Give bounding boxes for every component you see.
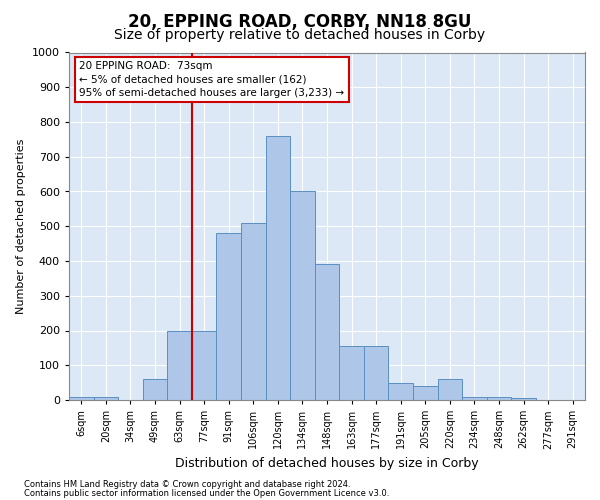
Bar — [388, 382, 413, 400]
Bar — [413, 386, 437, 400]
Bar — [143, 379, 167, 400]
Bar — [487, 396, 511, 400]
Text: Size of property relative to detached houses in Corby: Size of property relative to detached ho… — [115, 28, 485, 42]
Bar — [167, 330, 192, 400]
Text: 20, EPPING ROAD, CORBY, NN18 8GU: 20, EPPING ROAD, CORBY, NN18 8GU — [128, 12, 472, 30]
Text: Contains public sector information licensed under the Open Government Licence v3: Contains public sector information licen… — [24, 488, 389, 498]
Bar — [241, 223, 266, 400]
Bar — [290, 192, 315, 400]
Bar — [437, 379, 462, 400]
Bar — [266, 136, 290, 400]
Y-axis label: Number of detached properties: Number of detached properties — [16, 138, 26, 314]
Bar — [364, 346, 388, 400]
Text: 20 EPPING ROAD:  73sqm
← 5% of detached houses are smaller (162)
95% of semi-det: 20 EPPING ROAD: 73sqm ← 5% of detached h… — [79, 61, 344, 98]
Bar — [69, 396, 94, 400]
Bar — [511, 398, 536, 400]
Bar — [192, 330, 217, 400]
Bar — [94, 396, 118, 400]
Text: Contains HM Land Registry data © Crown copyright and database right 2024.: Contains HM Land Registry data © Crown c… — [24, 480, 350, 489]
Bar — [339, 346, 364, 400]
Bar — [217, 233, 241, 400]
X-axis label: Distribution of detached houses by size in Corby: Distribution of detached houses by size … — [175, 457, 479, 470]
Bar — [315, 264, 339, 400]
Bar — [462, 396, 487, 400]
